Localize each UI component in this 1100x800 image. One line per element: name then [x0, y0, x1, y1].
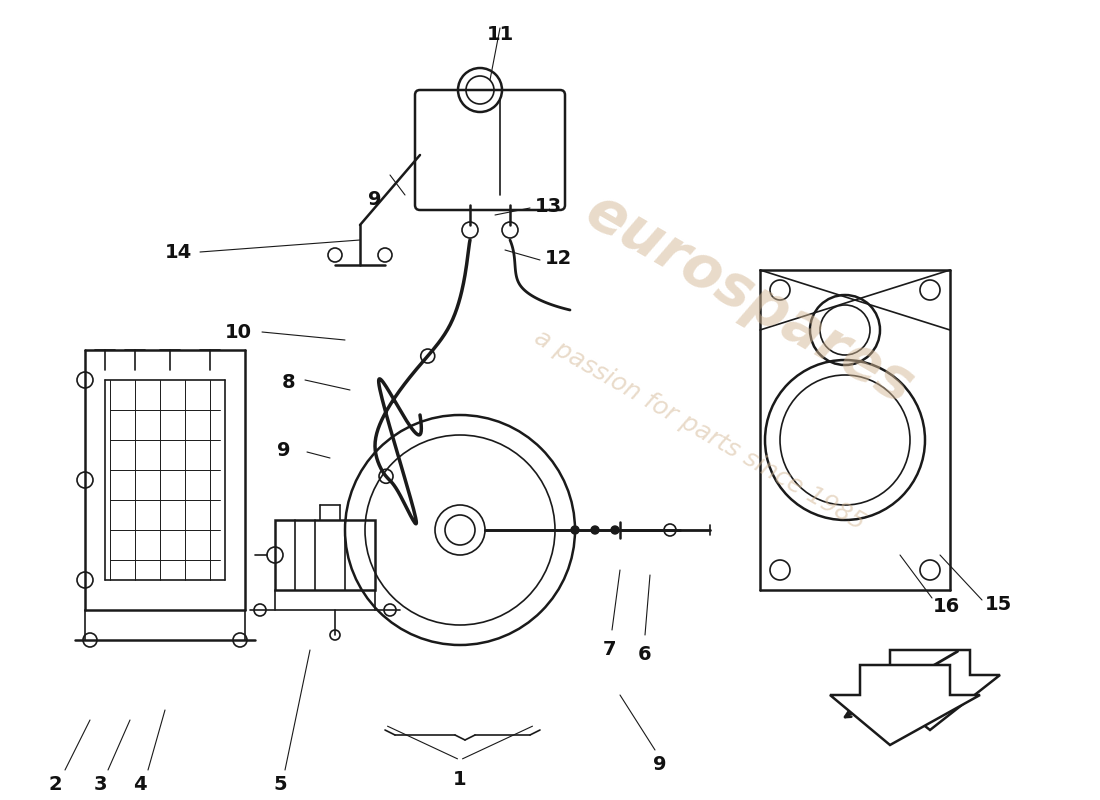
Text: eurospares: eurospares: [576, 183, 924, 417]
Text: 14: 14: [165, 243, 192, 262]
Circle shape: [610, 526, 619, 534]
Text: 4: 4: [133, 775, 146, 794]
Circle shape: [591, 526, 600, 534]
Text: 10: 10: [226, 323, 252, 342]
Polygon shape: [830, 665, 980, 745]
Text: 9: 9: [368, 190, 382, 209]
Text: 8: 8: [282, 373, 295, 391]
Text: 15: 15: [984, 595, 1012, 614]
Text: 12: 12: [544, 249, 572, 267]
Text: 16: 16: [933, 597, 960, 615]
Text: 9: 9: [653, 755, 667, 774]
Polygon shape: [860, 650, 1000, 730]
Text: 6: 6: [638, 645, 652, 664]
Text: 7: 7: [603, 640, 617, 659]
Text: 2: 2: [48, 775, 62, 794]
Text: 1: 1: [453, 770, 466, 789]
Text: 3: 3: [94, 775, 107, 794]
Text: 5: 5: [273, 775, 287, 794]
Text: 11: 11: [486, 25, 514, 44]
Text: 13: 13: [535, 198, 562, 217]
Text: a passion for parts since 1985: a passion for parts since 1985: [530, 325, 870, 535]
Text: 9: 9: [276, 441, 290, 459]
Circle shape: [571, 526, 579, 534]
